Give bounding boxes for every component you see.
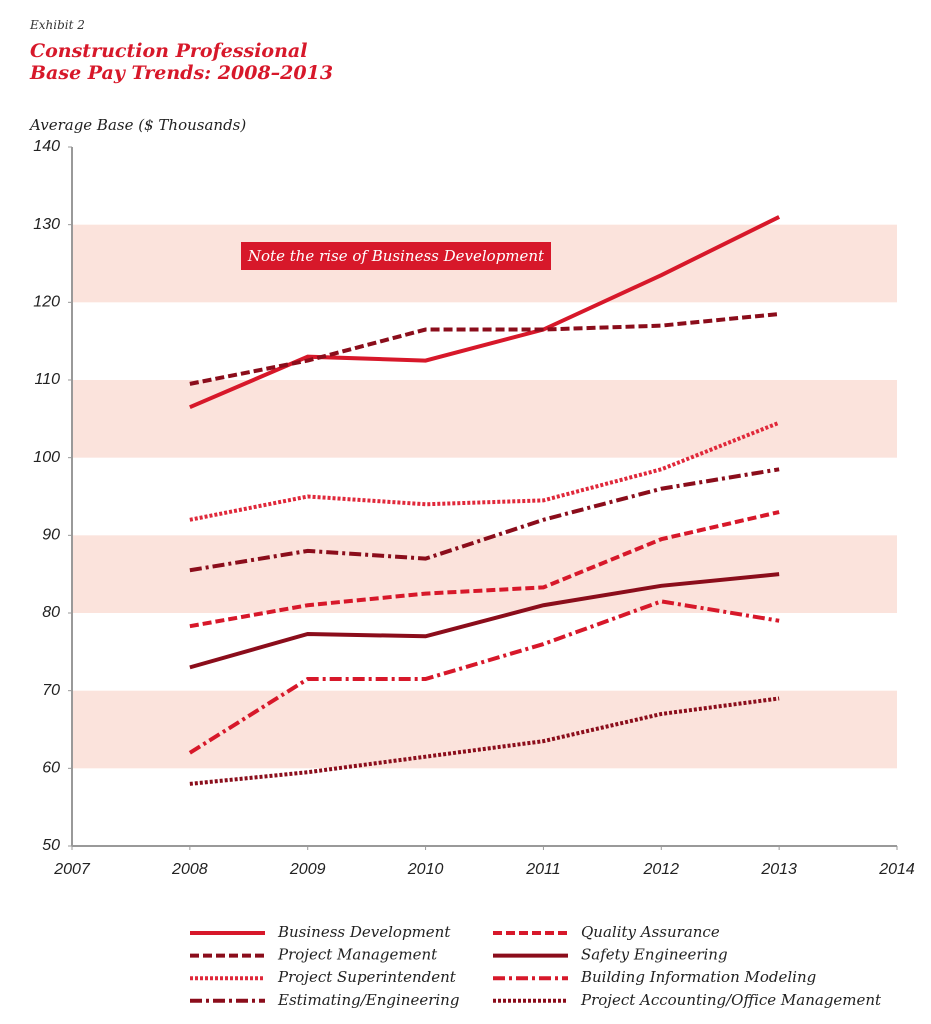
legend-label: Project Accounting/Office Management [580,991,882,1009]
legend-label: Estimating/Engineering [277,991,459,1009]
x-tick-label: 2008 [171,861,208,878]
y-tick-label: 50 [42,837,60,854]
legend-label: Project Superintendent [277,968,457,986]
legend-label: Quality Assurance [581,923,720,941]
legend-label: Building Information Modeling [580,968,816,986]
x-tick-label: 2009 [289,861,326,878]
series-line [189,311,780,386]
y-tick-label: 130 [33,216,60,233]
x-tick-label: 2010 [407,861,444,878]
series-line [189,696,780,786]
shaded-band [72,380,897,458]
y-axis-label: Average Base ($ Thousands) [28,116,246,134]
kicker: Exhibit 2 [30,18,85,32]
x-tick-label: 2011 [525,861,560,878]
legend-label: Business Development [277,923,451,941]
y-tick-label: 140 [33,138,60,155]
y-tick-label: 70 [42,682,60,699]
y-tick-label: 90 [42,527,60,544]
annotation-box [241,242,551,270]
y-tick-label: 120 [33,294,60,311]
y-tick-label: 80 [42,604,60,621]
legend-label: Safety Engineering [581,946,728,964]
x-tick-label: 2014 [878,861,915,878]
x-tick-label: 2012 [642,861,679,878]
chart-title: Construction Professional Base Pay Trend… [30,40,334,84]
legend-label: Project Management [277,946,438,964]
y-tick-label: 100 [33,449,60,466]
x-tick-label: 2013 [760,861,797,878]
shaded-band [72,690,897,769]
annotation: Note the rise of Business Development [247,247,545,265]
series-line [189,420,780,522]
x-tick-label: 2007 [53,861,91,878]
series-line [189,510,780,629]
series-line [188,599,780,755]
series-line [189,467,780,573]
y-tick-label: 110 [34,371,60,388]
series-line [189,572,780,670]
y-tick-label: 60 [42,760,60,777]
